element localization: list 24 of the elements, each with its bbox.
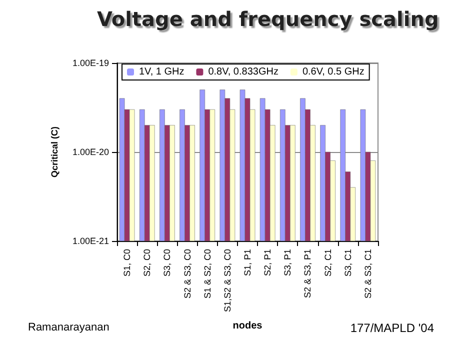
x-tick-label: S2 & S3, C0 — [182, 249, 192, 299]
x-tick-label: S1, P1 — [242, 249, 252, 276]
x-tick-label: S2, C1 — [322, 249, 333, 277]
x-tick-label: S3, C0 — [162, 249, 172, 277]
legend-label: 0.8V, 0.833GHz — [208, 66, 278, 78]
x-tick-label: S2, P1 — [262, 249, 273, 276]
legend-label: 1V, 1 GHz — [139, 66, 184, 78]
x-tick-label: S2, C0 — [142, 249, 152, 277]
y-tick-label: 1.00E-19 — [72, 58, 109, 68]
x-tick-label: S1,S2 & S3, C0 — [222, 249, 232, 312]
x-tick-label: S2 & S3, P1 — [302, 249, 313, 298]
x-tick-label: S3, P1 — [282, 249, 293, 276]
text: 177/MAPLD '04 — [350, 321, 434, 335]
text: Ramanarayanan — [28, 322, 110, 334]
y-tick-label: 1.00E-21 — [72, 236, 109, 246]
x-tick-label: S1, C0 — [122, 249, 132, 277]
x-tick-label: S1 & S2, C0 — [202, 249, 212, 299]
x-tick-label: S3, C1 — [342, 249, 353, 277]
y-tick-label: 1.00E-20 — [72, 147, 109, 157]
x-tick-label: S2 & S3, C1 — [362, 249, 373, 299]
x-axis-title: nodes — [232, 320, 263, 332]
chart-title: Voltage and frequency scaling — [97, 7, 439, 31]
legend-label: 0.6V, 0.5 GHz — [302, 66, 364, 78]
y-axis-title: Qcritical (C) — [50, 126, 60, 178]
